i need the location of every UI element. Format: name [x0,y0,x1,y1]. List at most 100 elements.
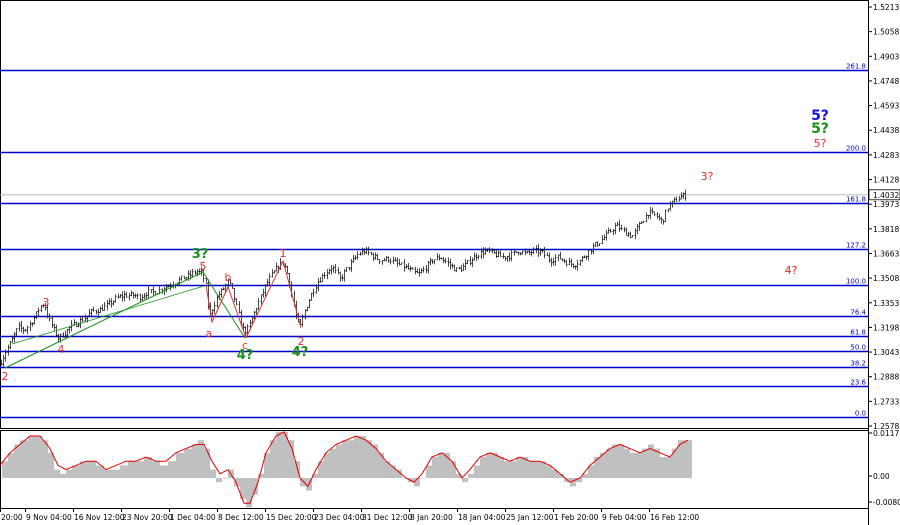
fib-level-label: 76.4 [850,309,866,317]
price-tick-label: 1.3353 [873,299,899,308]
time-tick-label: 23 Dec 04:00 [314,513,365,522]
oscillator-bar [192,444,198,478]
wave-label: 5? [811,121,829,137]
wave-label: 5 [200,260,207,273]
wave-label: 5? [814,137,827,150]
oscillator-bar [372,444,378,478]
oscillator-bar [612,444,618,478]
oscillator-bar [96,465,104,478]
time-tick-label: 25 Jan 12:00 [506,513,554,522]
red-wave-line-abc [205,284,247,339]
oscillator-bar [594,457,600,478]
oscillator-bar [252,478,258,495]
red-wave-line-12 [245,259,302,339]
oscillator-bar [558,473,564,478]
price-tick-label: 1.4283 [873,151,899,160]
oscillator-bar [582,473,588,478]
oscillator-bar [88,461,96,478]
wave-label: 4 [58,343,65,356]
wave-label: 5? [811,108,829,124]
oscillator-bar [480,457,486,478]
oscillator-bar [384,461,390,478]
fib-level-label: 100.0 [846,278,866,286]
oscillator-bar [66,469,72,478]
oscillator-bar [468,473,474,478]
time-tick-label: 1 Dec 04:00 [170,513,216,522]
wave-label: 3 [43,296,50,309]
green-wave-line [4,271,246,369]
price-tick-label: 1.3818 [873,225,899,234]
oscillator-bar [288,440,294,478]
time-tick-label: 15 Dec 20:00 [266,513,317,522]
oscillator-bar [510,461,516,478]
oscillator-bar [678,440,684,478]
oscillator-bar [432,457,438,478]
price-tick-label: 1.3973 [873,200,899,209]
oscillator-bar [2,461,8,478]
fib-level-label: 50.0 [850,344,866,352]
price-tick-label: 1.2733 [873,397,899,406]
oscillator-bar [378,452,384,478]
oscillator-bar [152,461,160,478]
oscillator-bar [204,448,210,478]
current-price-box [868,189,900,201]
oscillator-bar [198,440,204,478]
price-tick-label: 1.5058 [873,28,899,37]
price-tick-label: 1.3043 [873,348,899,357]
oscillator-bar [438,452,444,478]
oscillator-bar [540,461,546,478]
fib-level-label: 200.0 [846,145,866,153]
time-tick-label: 16 Nov 12:00 [74,513,125,522]
price-tick-label: 1.3508 [873,274,899,283]
fib-level-label: 161.8 [846,196,866,204]
price-axis: 1.5213 1.5058 1.4903 1.4748 1.4593 1.4438 1.42… [868,3,900,431]
time-tick-label: 9 Nov 04:00 [26,513,72,522]
oscillator-bar [168,461,176,478]
oscillator-bar [618,444,624,478]
wave-label: b [225,271,232,284]
oscillator-bar [136,461,144,478]
oscillator-bar [630,452,636,478]
wave-label: 3? [192,247,209,262]
time-tick-label: 23 Nov 20:00 [122,513,173,522]
oscillator-bar [54,469,60,478]
price-candles [0,189,687,367]
oscillator-bar [354,436,360,478]
oscillator-bar [636,452,642,478]
oscillator-bar [324,452,330,478]
oscillator-bar [120,465,128,478]
current-price-label: 1.4032 [873,191,899,200]
oscillator-bar [294,461,300,478]
oscillator-bar [210,469,216,478]
fibonacci-levels: 261.8200.0161.8127.2100.076.461.850.038.… [0,63,868,419]
price-tick-label: 1.2578 [873,422,899,431]
fib-level-label: 261.8 [846,63,866,71]
price-tick-label: 1.5213 [873,3,899,12]
oscillator-bar [648,444,654,478]
oscillator-bar [420,478,426,479]
oscillator-bar [450,461,456,478]
main-panel-border [0,0,869,429]
oscillator-bar [642,448,648,478]
time-tick-label: 18 Jan 04:00 [458,513,506,522]
oscillator-bar [160,465,168,478]
oscillator-bar [48,452,54,478]
price-tick-label: 1.4903 [873,52,899,61]
oscillator-bar [492,452,498,478]
wave-label: c [242,339,248,352]
price-tick-label: 1.4748 [873,77,899,86]
oscillator-bar [80,461,88,478]
oscillator-bar [14,444,20,478]
oscillator-bar [240,478,246,499]
price-tick-label: 1.4128 [873,176,899,185]
oscillator-bar [222,478,228,479]
oscillator-bar [336,444,342,478]
oscillator-bar [688,440,692,478]
oscillator-bar [72,465,80,478]
time-tick-label: 16 Feb 12:00 [650,513,699,522]
oscillator-bar [426,465,432,478]
oscillator-bar [498,457,504,478]
